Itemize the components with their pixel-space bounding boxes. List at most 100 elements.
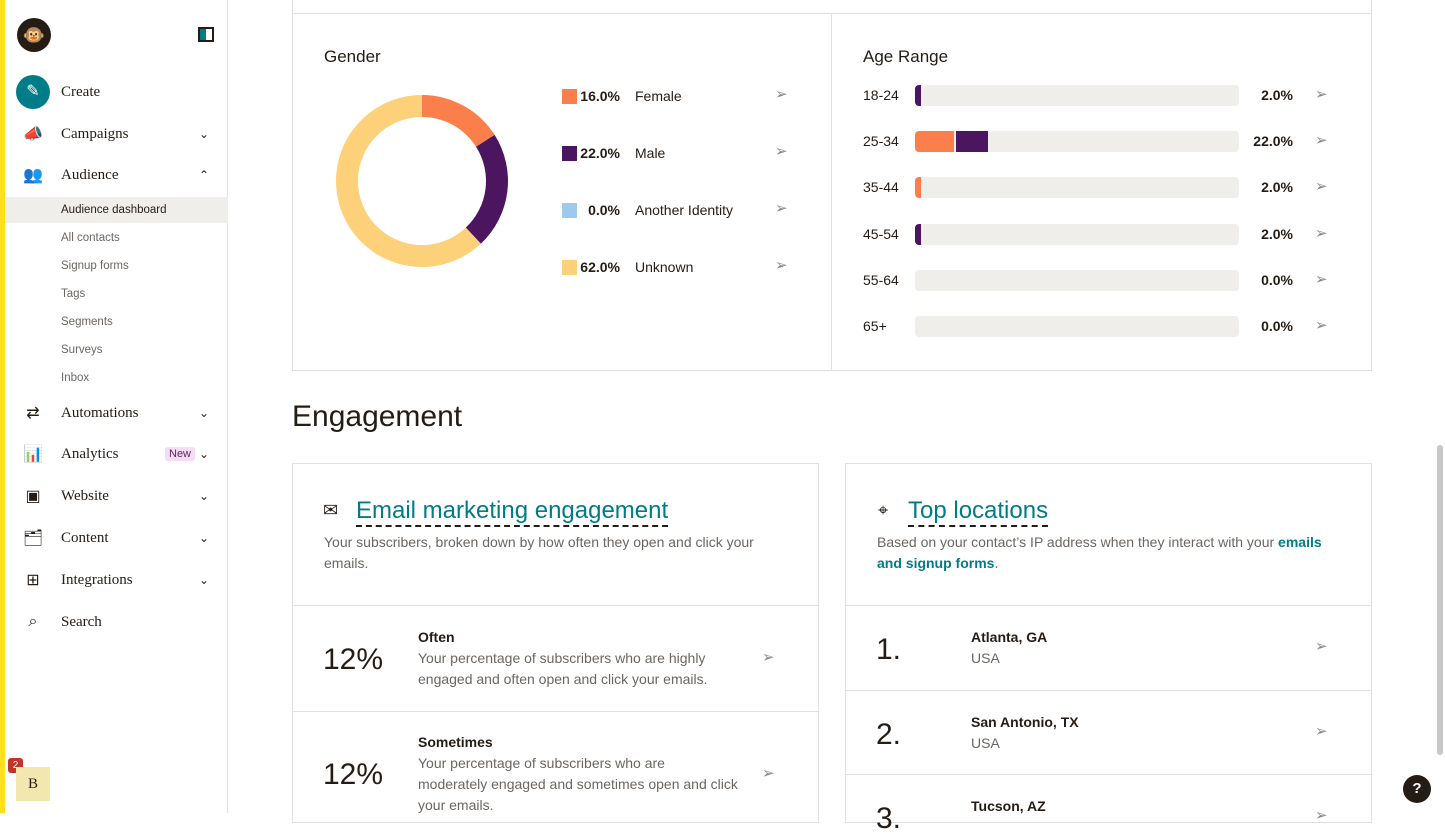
age-bar <box>915 269 1239 291</box>
sidebar-item-analytics[interactable]: 📊 Analytics New ⌄ <box>23 445 210 464</box>
location-city: San Antonio, TX <box>971 713 1079 730</box>
chevron-down-icon: ⌄ <box>199 446 210 461</box>
age-percent: 0.0% <box>1261 271 1293 288</box>
top-locations-title[interactable]: Top locations <box>908 497 1049 527</box>
sidebar-toggle-icon[interactable] <box>198 27 214 42</box>
website-icon: ▣ <box>25 488 41 505</box>
send-icon[interactable]: ➢ <box>1315 132 1328 150</box>
age-percent: 2.0% <box>1261 87 1293 103</box>
send-icon[interactable]: ➢ <box>775 86 788 103</box>
sidebar-item-integrations[interactable]: ⊞ Integrations ⌄ <box>5 562 228 598</box>
sidebar-sub-surveys[interactable]: Surveys <box>61 344 103 356</box>
male-segment <box>915 223 922 245</box>
send-icon[interactable]: ➢ <box>1315 807 1328 824</box>
age-row: 45-54 2.0% <box>863 223 1343 246</box>
send-icon[interactable]: ➢ <box>1315 270 1328 288</box>
donut-slice-unknown <box>335 95 481 267</box>
send-icon[interactable]: ➢ <box>1315 86 1328 103</box>
sidebar-item-website[interactable]: ▣ Website ⌄ <box>5 478 228 514</box>
often-percent: 12% <box>323 643 384 676</box>
search-icon: ⌕ <box>28 613 38 630</box>
location-city: Atlanta, GA <box>971 629 1048 645</box>
previous-card <box>292 0 1372 14</box>
envelope-icon: ✉ <box>323 500 339 520</box>
gender-legend-item: 0.0% Another Identity <box>562 200 733 220</box>
legend-percent: 16.0% <box>580 88 620 104</box>
male-segment <box>915 85 922 106</box>
location-rank: 3. <box>876 802 902 835</box>
sometimes-title: Sometimes <box>418 734 493 750</box>
sometimes-percent: 12% <box>323 758 384 791</box>
legend-percent: 22.0% <box>580 145 620 161</box>
age-bar <box>915 85 1239 106</box>
account-stripe <box>0 0 5 813</box>
location-rank: 2. <box>876 717 902 751</box>
pencil-icon: ✎ <box>16 75 50 109</box>
divider <box>845 689 1372 691</box>
create-button[interactable]: ✎ Create <box>5 74 228 110</box>
sidebar-sub-audience-dashboard[interactable]: Audience dashboard <box>5 197 228 223</box>
gender-donut-chart <box>335 95 508 267</box>
send-icon[interactable]: ➢ <box>775 143 788 160</box>
age-bar <box>915 223 1239 245</box>
gender-legend-item: 16.0% Female <box>562 86 682 106</box>
legend-swatch <box>562 145 577 161</box>
age-percent: 2.0% <box>1261 225 1293 242</box>
scrollbar[interactable] <box>1437 445 1443 755</box>
chevron-down-icon: ⌄ <box>199 530 210 545</box>
age-bar <box>915 177 1239 199</box>
legend-percent: 0.0% <box>588 202 620 218</box>
send-icon[interactable]: ➢ <box>1315 317 1328 334</box>
location-country: USA <box>971 734 1000 751</box>
age-label: 65+ <box>863 318 887 334</box>
age-row: 65+ 0.0% <box>863 316 1343 338</box>
send-icon[interactable]: ➢ <box>1315 638 1328 655</box>
chevron-down-icon: ⌄ <box>199 572 210 587</box>
sidebar-item-audience[interactable]: 👥 Audience ⌃ <box>23 166 210 185</box>
send-icon[interactable]: ➢ <box>775 200 788 217</box>
email-engagement-card <box>292 463 819 823</box>
sidebar-sub-tags[interactable]: Tags <box>61 288 86 300</box>
sidebar-item-content[interactable]: 🗂 Content ⌄ <box>22 529 210 548</box>
avatar[interactable]: B <box>16 767 50 801</box>
content-icon: 🗂 <box>22 530 44 547</box>
legend-percent: 62.0% <box>580 259 620 275</box>
age-row: 18-24 2.0% <box>863 85 1343 107</box>
age-percent: 0.0% <box>1261 318 1293 334</box>
send-icon[interactable]: ➢ <box>1315 722 1328 740</box>
male-segment <box>955 131 989 153</box>
mailchimp-logo-icon[interactable]: 🐵 <box>17 18 51 52</box>
sidebar-sub-inbox[interactable]: Inbox <box>61 372 90 384</box>
send-icon[interactable]: ➢ <box>1315 178 1328 196</box>
sidebar-sub-all-contacts[interactable]: All contacts <box>61 232 120 244</box>
donut-slice-female <box>422 95 495 147</box>
female-segment <box>915 177 922 199</box>
age-percent: 2.0% <box>1261 179 1293 196</box>
sidebar-sub-signup-forms[interactable]: Signup forms <box>61 260 129 272</box>
location-city: Tucson, AZ <box>971 798 1046 814</box>
sometimes-desc: Your percentage of subscribers who are m… <box>418 755 738 813</box>
send-icon[interactable]: ➢ <box>775 257 788 274</box>
send-icon[interactable]: ➢ <box>762 649 775 666</box>
send-icon[interactable]: ➢ <box>762 765 775 782</box>
grid-icon: ⊞ <box>26 572 40 589</box>
age-percent: 22.0% <box>1253 133 1293 150</box>
age-label: 18-24 <box>863 87 899 103</box>
sidebar-item-campaigns[interactable]: 📣 Campaigns ⌄ <box>23 125 210 144</box>
location-country: USA <box>971 650 1000 666</box>
sidebar-item-automations[interactable]: ⇄ Automations ⌄ <box>5 395 228 431</box>
email-engagement-title[interactable]: Email marketing engagement <box>356 497 669 527</box>
sidebar-sub-segments[interactable]: Segments <box>61 316 113 328</box>
emails-signup-forms-link[interactable]: emails and signup forms <box>877 534 1322 571</box>
new-badge: New <box>165 447 196 461</box>
desc-suffix: . <box>994 555 999 571</box>
help-button[interactable]: ? <box>1403 775 1431 803</box>
age-row: 25-34 22.0% <box>863 131 1343 153</box>
bar-chart-icon: 📊 <box>23 446 43 463</box>
divider <box>831 14 832 370</box>
age-row: 55-64 0.0% <box>863 269 1343 292</box>
age-bar <box>915 131 1239 153</box>
sidebar-item-search[interactable]: ⌕ Search <box>5 604 228 640</box>
divider <box>845 605 1372 606</box>
send-icon[interactable]: ➢ <box>1315 224 1328 242</box>
